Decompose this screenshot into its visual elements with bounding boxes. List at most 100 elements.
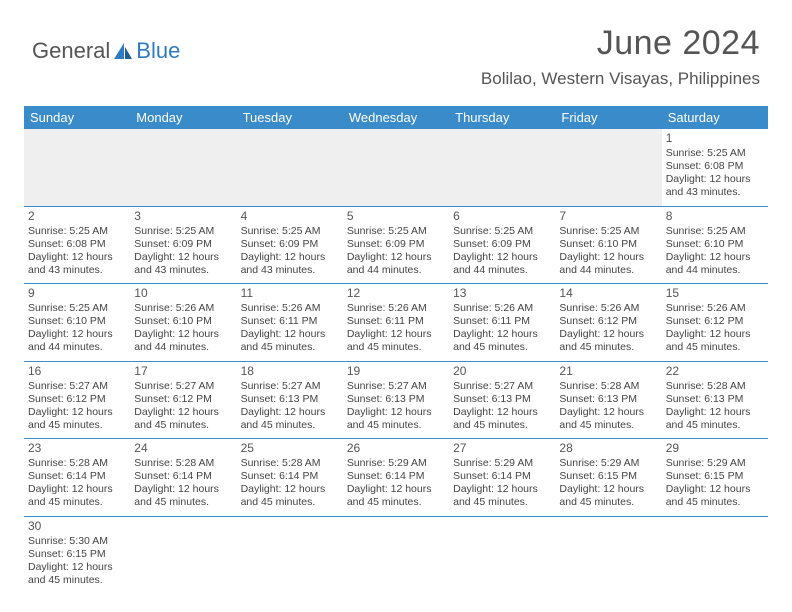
sunrise-text: Sunrise: 5:29 AM bbox=[453, 457, 551, 470]
day-number: 15 bbox=[666, 286, 764, 301]
day2-text: and 43 minutes. bbox=[28, 264, 126, 277]
sunset-text: Sunset: 6:10 PM bbox=[28, 315, 126, 328]
calendar-day-cell bbox=[130, 516, 236, 593]
sunrise-text: Sunrise: 5:26 AM bbox=[559, 302, 657, 315]
day1-text: Daylight: 12 hours bbox=[28, 483, 126, 496]
sunrise-text: Sunrise: 5:26 AM bbox=[241, 302, 339, 315]
day2-text: and 45 minutes. bbox=[559, 419, 657, 432]
sunrise-text: Sunrise: 5:25 AM bbox=[453, 225, 551, 238]
day1-text: Daylight: 12 hours bbox=[666, 483, 764, 496]
weekday-header: Monday bbox=[130, 106, 236, 129]
day1-text: Daylight: 12 hours bbox=[453, 483, 551, 496]
sunset-text: Sunset: 6:12 PM bbox=[28, 393, 126, 406]
day2-text: and 44 minutes. bbox=[666, 264, 764, 277]
calendar-week-row: 1Sunrise: 5:25 AMSunset: 6:08 PMDaylight… bbox=[24, 129, 768, 206]
sunset-text: Sunset: 6:10 PM bbox=[666, 238, 764, 251]
calendar-day-cell: 20Sunrise: 5:27 AMSunset: 6:13 PMDayligh… bbox=[449, 361, 555, 439]
calendar-day-cell: 27Sunrise: 5:29 AMSunset: 6:14 PMDayligh… bbox=[449, 439, 555, 517]
calendar-table: Sunday Monday Tuesday Wednesday Thursday… bbox=[24, 106, 768, 593]
calendar-day-cell bbox=[555, 129, 661, 206]
day2-text: and 44 minutes. bbox=[453, 264, 551, 277]
sunrise-text: Sunrise: 5:27 AM bbox=[453, 380, 551, 393]
calendar-day-cell: 14Sunrise: 5:26 AMSunset: 6:12 PMDayligh… bbox=[555, 284, 661, 362]
day2-text: and 45 minutes. bbox=[28, 419, 126, 432]
day-number: 22 bbox=[666, 364, 764, 379]
sunset-text: Sunset: 6:15 PM bbox=[28, 548, 126, 561]
day2-text: and 45 minutes. bbox=[559, 341, 657, 354]
sunset-text: Sunset: 6:10 PM bbox=[134, 315, 232, 328]
day1-text: Daylight: 12 hours bbox=[453, 406, 551, 419]
sunset-text: Sunset: 6:11 PM bbox=[241, 315, 339, 328]
calendar-day-cell bbox=[343, 516, 449, 593]
calendar-day-cell: 28Sunrise: 5:29 AMSunset: 6:15 PMDayligh… bbox=[555, 439, 661, 517]
day-number: 27 bbox=[453, 441, 551, 456]
day2-text: and 45 minutes. bbox=[453, 419, 551, 432]
weekday-header: Thursday bbox=[449, 106, 555, 129]
sunset-text: Sunset: 6:13 PM bbox=[666, 393, 764, 406]
calendar-day-cell: 2Sunrise: 5:25 AMSunset: 6:08 PMDaylight… bbox=[24, 206, 130, 284]
sunrise-text: Sunrise: 5:27 AM bbox=[28, 380, 126, 393]
day2-text: and 45 minutes. bbox=[559, 496, 657, 509]
calendar-day-cell: 6Sunrise: 5:25 AMSunset: 6:09 PMDaylight… bbox=[449, 206, 555, 284]
calendar-day-cell: 8Sunrise: 5:25 AMSunset: 6:10 PMDaylight… bbox=[662, 206, 768, 284]
day1-text: Daylight: 12 hours bbox=[28, 251, 126, 264]
calendar-week-row: 9Sunrise: 5:25 AMSunset: 6:10 PMDaylight… bbox=[24, 284, 768, 362]
day-number: 17 bbox=[134, 364, 232, 379]
day1-text: Daylight: 12 hours bbox=[347, 328, 445, 341]
calendar-day-cell: 23Sunrise: 5:28 AMSunset: 6:14 PMDayligh… bbox=[24, 439, 130, 517]
sunrise-text: Sunrise: 5:25 AM bbox=[666, 225, 764, 238]
day2-text: and 44 minutes. bbox=[134, 341, 232, 354]
day2-text: and 45 minutes. bbox=[453, 341, 551, 354]
sunrise-text: Sunrise: 5:26 AM bbox=[347, 302, 445, 315]
day1-text: Daylight: 12 hours bbox=[347, 251, 445, 264]
day2-text: and 43 minutes. bbox=[666, 186, 764, 199]
day-number: 19 bbox=[347, 364, 445, 379]
weekday-header-row: Sunday Monday Tuesday Wednesday Thursday… bbox=[24, 106, 768, 129]
day-number: 11 bbox=[241, 286, 339, 301]
sunset-text: Sunset: 6:10 PM bbox=[559, 238, 657, 251]
calendar-day-cell: 18Sunrise: 5:27 AMSunset: 6:13 PMDayligh… bbox=[237, 361, 343, 439]
sunset-text: Sunset: 6:11 PM bbox=[347, 315, 445, 328]
day2-text: and 45 minutes. bbox=[28, 496, 126, 509]
day2-text: and 44 minutes. bbox=[347, 264, 445, 277]
calendar-day-cell: 21Sunrise: 5:28 AMSunset: 6:13 PMDayligh… bbox=[555, 361, 661, 439]
sunrise-text: Sunrise: 5:28 AM bbox=[28, 457, 126, 470]
sunrise-text: Sunrise: 5:26 AM bbox=[134, 302, 232, 315]
header: General Blue June 2024 Bolilao, Western … bbox=[24, 20, 768, 100]
sunset-text: Sunset: 6:13 PM bbox=[559, 393, 657, 406]
sunset-text: Sunset: 6:13 PM bbox=[241, 393, 339, 406]
logo-text-2: Blue bbox=[136, 38, 180, 64]
sunset-text: Sunset: 6:15 PM bbox=[559, 470, 657, 483]
day1-text: Daylight: 12 hours bbox=[453, 328, 551, 341]
day-number: 4 bbox=[241, 209, 339, 224]
sunrise-text: Sunrise: 5:29 AM bbox=[347, 457, 445, 470]
day-number: 21 bbox=[559, 364, 657, 379]
title-block: June 2024 Bolilao, Western Visayas, Phil… bbox=[481, 24, 760, 89]
calendar-day-cell: 19Sunrise: 5:27 AMSunset: 6:13 PMDayligh… bbox=[343, 361, 449, 439]
weekday-header: Sunday bbox=[24, 106, 130, 129]
calendar-day-cell: 29Sunrise: 5:29 AMSunset: 6:15 PMDayligh… bbox=[662, 439, 768, 517]
calendar-day-cell bbox=[237, 129, 343, 206]
day2-text: and 43 minutes. bbox=[134, 264, 232, 277]
day2-text: and 45 minutes. bbox=[241, 496, 339, 509]
calendar-day-cell: 30Sunrise: 5:30 AMSunset: 6:15 PMDayligh… bbox=[24, 516, 130, 593]
day1-text: Daylight: 12 hours bbox=[241, 251, 339, 264]
calendar-day-cell: 5Sunrise: 5:25 AMSunset: 6:09 PMDaylight… bbox=[343, 206, 449, 284]
calendar-day-cell: 13Sunrise: 5:26 AMSunset: 6:11 PMDayligh… bbox=[449, 284, 555, 362]
sunrise-text: Sunrise: 5:28 AM bbox=[241, 457, 339, 470]
sunset-text: Sunset: 6:13 PM bbox=[453, 393, 551, 406]
day-number: 16 bbox=[28, 364, 126, 379]
day2-text: and 45 minutes. bbox=[347, 419, 445, 432]
calendar-week-row: 2Sunrise: 5:25 AMSunset: 6:08 PMDaylight… bbox=[24, 206, 768, 284]
calendar-day-cell: 24Sunrise: 5:28 AMSunset: 6:14 PMDayligh… bbox=[130, 439, 236, 517]
day2-text: and 45 minutes. bbox=[666, 496, 764, 509]
calendar-day-cell: 12Sunrise: 5:26 AMSunset: 6:11 PMDayligh… bbox=[343, 284, 449, 362]
day1-text: Daylight: 12 hours bbox=[28, 406, 126, 419]
day2-text: and 45 minutes. bbox=[134, 419, 232, 432]
day1-text: Daylight: 12 hours bbox=[241, 483, 339, 496]
day-number: 20 bbox=[453, 364, 551, 379]
day2-text: and 44 minutes. bbox=[28, 341, 126, 354]
day2-text: and 45 minutes. bbox=[241, 341, 339, 354]
sunrise-text: Sunrise: 5:28 AM bbox=[134, 457, 232, 470]
day-number: 28 bbox=[559, 441, 657, 456]
